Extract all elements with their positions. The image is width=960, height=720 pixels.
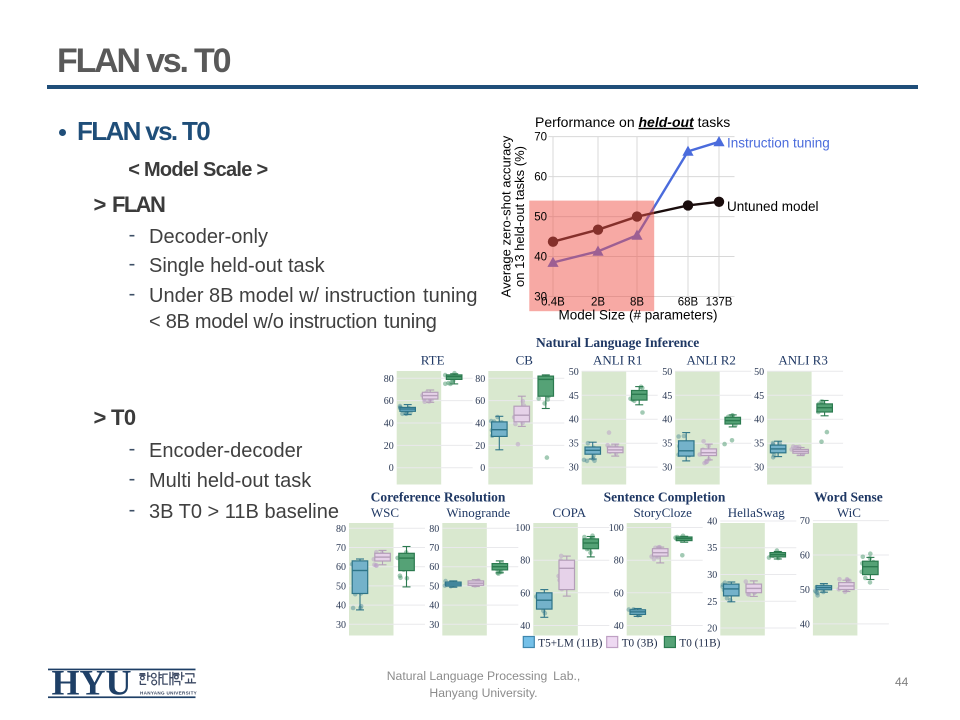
svg-text:40: 40 [707, 517, 717, 528]
svg-text:60: 60 [614, 588, 624, 599]
svg-text:60: 60 [800, 551, 810, 562]
svg-text:Natural Language Inference: Natural Language Inference [536, 335, 699, 350]
svg-text:60: 60 [429, 562, 439, 573]
svg-text:40: 40 [336, 601, 346, 612]
svg-text:30: 30 [707, 570, 717, 581]
svg-text:WSC: WSC [371, 505, 399, 520]
svg-text:60: 60 [534, 172, 547, 184]
svg-text:70: 70 [429, 543, 439, 554]
svg-text:HANYANG UNIVERSITY: HANYANG UNIVERSITY [140, 690, 197, 695]
svg-text:0: 0 [480, 463, 485, 474]
svg-text:30: 30 [336, 620, 346, 631]
svg-text:70: 70 [534, 132, 547, 144]
svg-text:70: 70 [800, 516, 810, 527]
svg-text:StoryCloze: StoryCloze [633, 505, 692, 520]
svg-text:50: 50 [800, 585, 810, 596]
svg-text:T5+LM (11B): T5+LM (11B) [538, 638, 602, 650]
svg-text:T0 (3B): T0 (3B) [622, 638, 658, 650]
svg-text:80: 80 [336, 524, 346, 535]
svg-text:60: 60 [475, 396, 485, 407]
svg-text:2B: 2B [591, 297, 605, 309]
svg-text:80: 80 [614, 556, 624, 567]
svg-text:50: 50 [336, 581, 346, 592]
svg-text:RTE: RTE [421, 353, 445, 368]
svg-text:100: 100 [609, 523, 624, 534]
svg-text:30: 30 [429, 620, 439, 631]
svg-text:68B: 68B [678, 297, 699, 309]
svg-text:ANLI R1: ANLI R1 [593, 353, 642, 368]
svg-text:80: 80 [429, 524, 439, 535]
svg-text:Instruction tuning: Instruction tuning [727, 136, 830, 151]
svg-text:35: 35 [569, 439, 579, 450]
svg-text:50: 50 [569, 367, 579, 378]
svg-text:Performance on held-out tasks: Performance on held-out tasks [535, 114, 730, 130]
svg-text:ANLI R2: ANLI R2 [686, 353, 735, 368]
svg-text:137B: 137B [706, 297, 733, 309]
svg-text:40: 40 [614, 621, 624, 632]
svg-text:50: 50 [429, 581, 439, 592]
svg-text:50: 50 [534, 212, 547, 224]
svg-text:40: 40 [384, 419, 394, 430]
svg-text:Model Size (# parameters): Model Size (# parameters) [558, 308, 717, 323]
svg-text:25: 25 [707, 597, 717, 608]
svg-text:HYU: HYU [52, 663, 132, 703]
svg-text:35: 35 [754, 439, 764, 450]
svg-text:80: 80 [384, 374, 394, 385]
svg-text:30: 30 [534, 292, 547, 304]
svg-text:40: 40 [800, 619, 810, 630]
svg-text:40: 40 [569, 415, 579, 426]
svg-text:45: 45 [662, 391, 672, 402]
svg-text:20: 20 [707, 624, 717, 635]
svg-text:40: 40 [475, 419, 485, 430]
svg-text:CB: CB [516, 353, 534, 368]
svg-text:45: 45 [569, 391, 579, 402]
svg-text:35: 35 [707, 543, 717, 554]
svg-text:WiC: WiC [837, 505, 861, 520]
svg-text:60: 60 [336, 562, 346, 573]
svg-text:Coreference Resolution: Coreference Resolution [371, 490, 506, 505]
svg-text:40: 40 [754, 415, 764, 426]
svg-text:on 13 held-out tasks (%): on 13 held-out tasks (%) [512, 146, 527, 287]
svg-text:Word Sense: Word Sense [814, 490, 883, 505]
svg-text:Sentence Completion: Sentence Completion [604, 490, 726, 505]
svg-text:HellaSwag: HellaSwag [728, 505, 786, 520]
svg-text:40: 40 [429, 601, 439, 612]
svg-text:40: 40 [662, 415, 672, 426]
svg-text:30: 30 [662, 463, 672, 474]
svg-text:COPA: COPA [553, 505, 587, 520]
svg-text:T0 (11B): T0 (11B) [679, 638, 720, 650]
svg-text:40: 40 [520, 621, 530, 632]
svg-text:35: 35 [662, 439, 672, 450]
svg-text:70: 70 [336, 543, 346, 554]
svg-text:0: 0 [389, 463, 394, 474]
svg-text:100: 100 [515, 523, 530, 534]
svg-text:ANLI R3: ANLI R3 [778, 353, 827, 368]
svg-text:Untuned model: Untuned model [727, 199, 819, 214]
svg-text:45: 45 [754, 391, 764, 402]
svg-text:20: 20 [475, 441, 485, 452]
svg-text:Average zero-shot accuracy: Average zero-shot accuracy [499, 135, 514, 297]
svg-text:8B: 8B [630, 297, 644, 309]
svg-text:40: 40 [534, 252, 547, 264]
svg-text:50: 50 [754, 367, 764, 378]
svg-text:Winogrande: Winogrande [446, 505, 510, 520]
svg-text:30: 30 [569, 463, 579, 474]
svg-text:0.4B: 0.4B [541, 297, 565, 309]
svg-text:30: 30 [754, 463, 764, 474]
svg-text:80: 80 [475, 374, 485, 385]
svg-text:20: 20 [384, 441, 394, 452]
svg-text:60: 60 [384, 396, 394, 407]
svg-text:50: 50 [662, 367, 672, 378]
svg-text:60: 60 [520, 588, 530, 599]
svg-text:80: 80 [520, 556, 530, 567]
